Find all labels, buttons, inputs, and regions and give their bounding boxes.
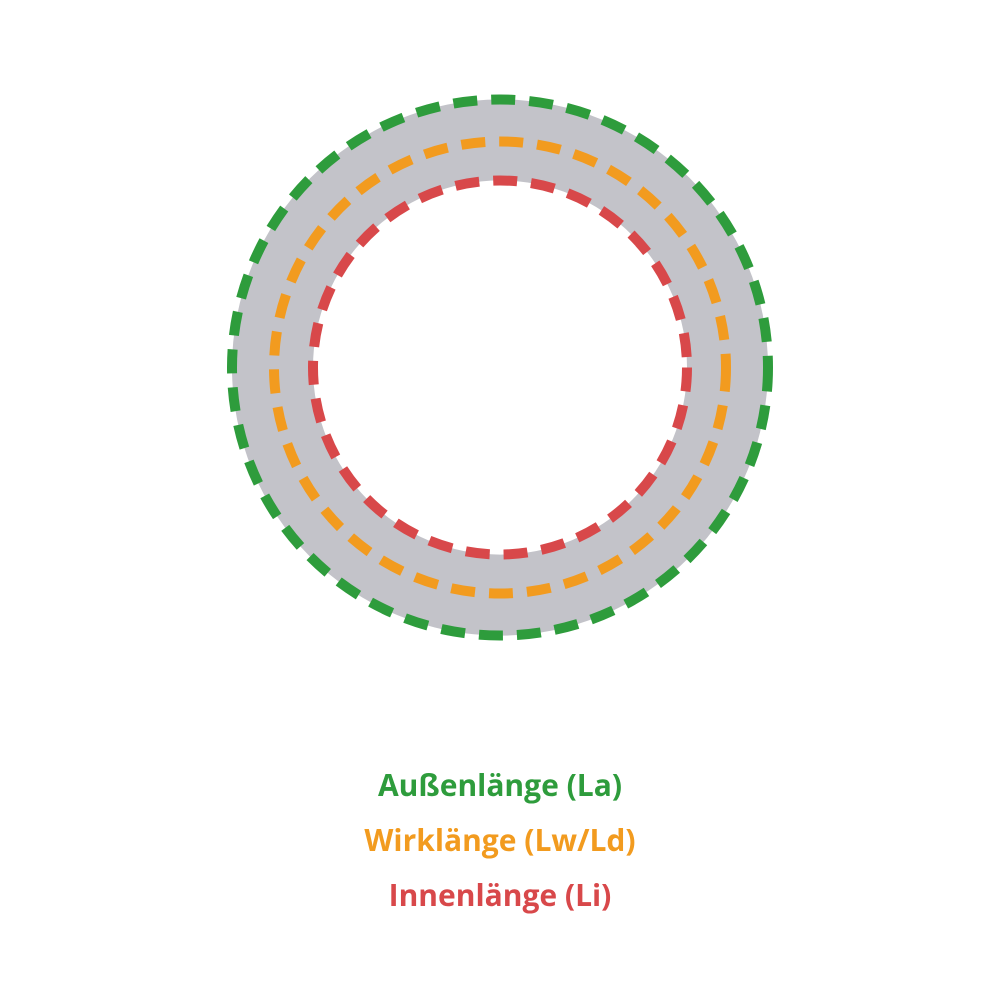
ring-diagram	[220, 88, 780, 653]
legend: Außenlänge (La) Wirklänge (Lw/Ld) Innenl…	[364, 750, 635, 929]
legend-label-inner: Innenlänge (Li)	[389, 874, 612, 915]
diagram-container: Außenlänge (La) Wirklänge (Lw/Ld) Innenl…	[0, 0, 1000, 1000]
legend-label-outer: Außenlänge (La)	[378, 764, 622, 805]
ring-inner	[313, 181, 687, 555]
legend-label-middle: Wirklänge (Lw/Ld)	[364, 819, 635, 860]
legend-item-inner: Innenlänge (Li)	[364, 874, 635, 915]
legend-item-outer: Außenlänge (La)	[364, 764, 635, 805]
ring-svg	[220, 88, 780, 648]
legend-item-middle: Wirklänge (Lw/Ld)	[364, 819, 635, 860]
